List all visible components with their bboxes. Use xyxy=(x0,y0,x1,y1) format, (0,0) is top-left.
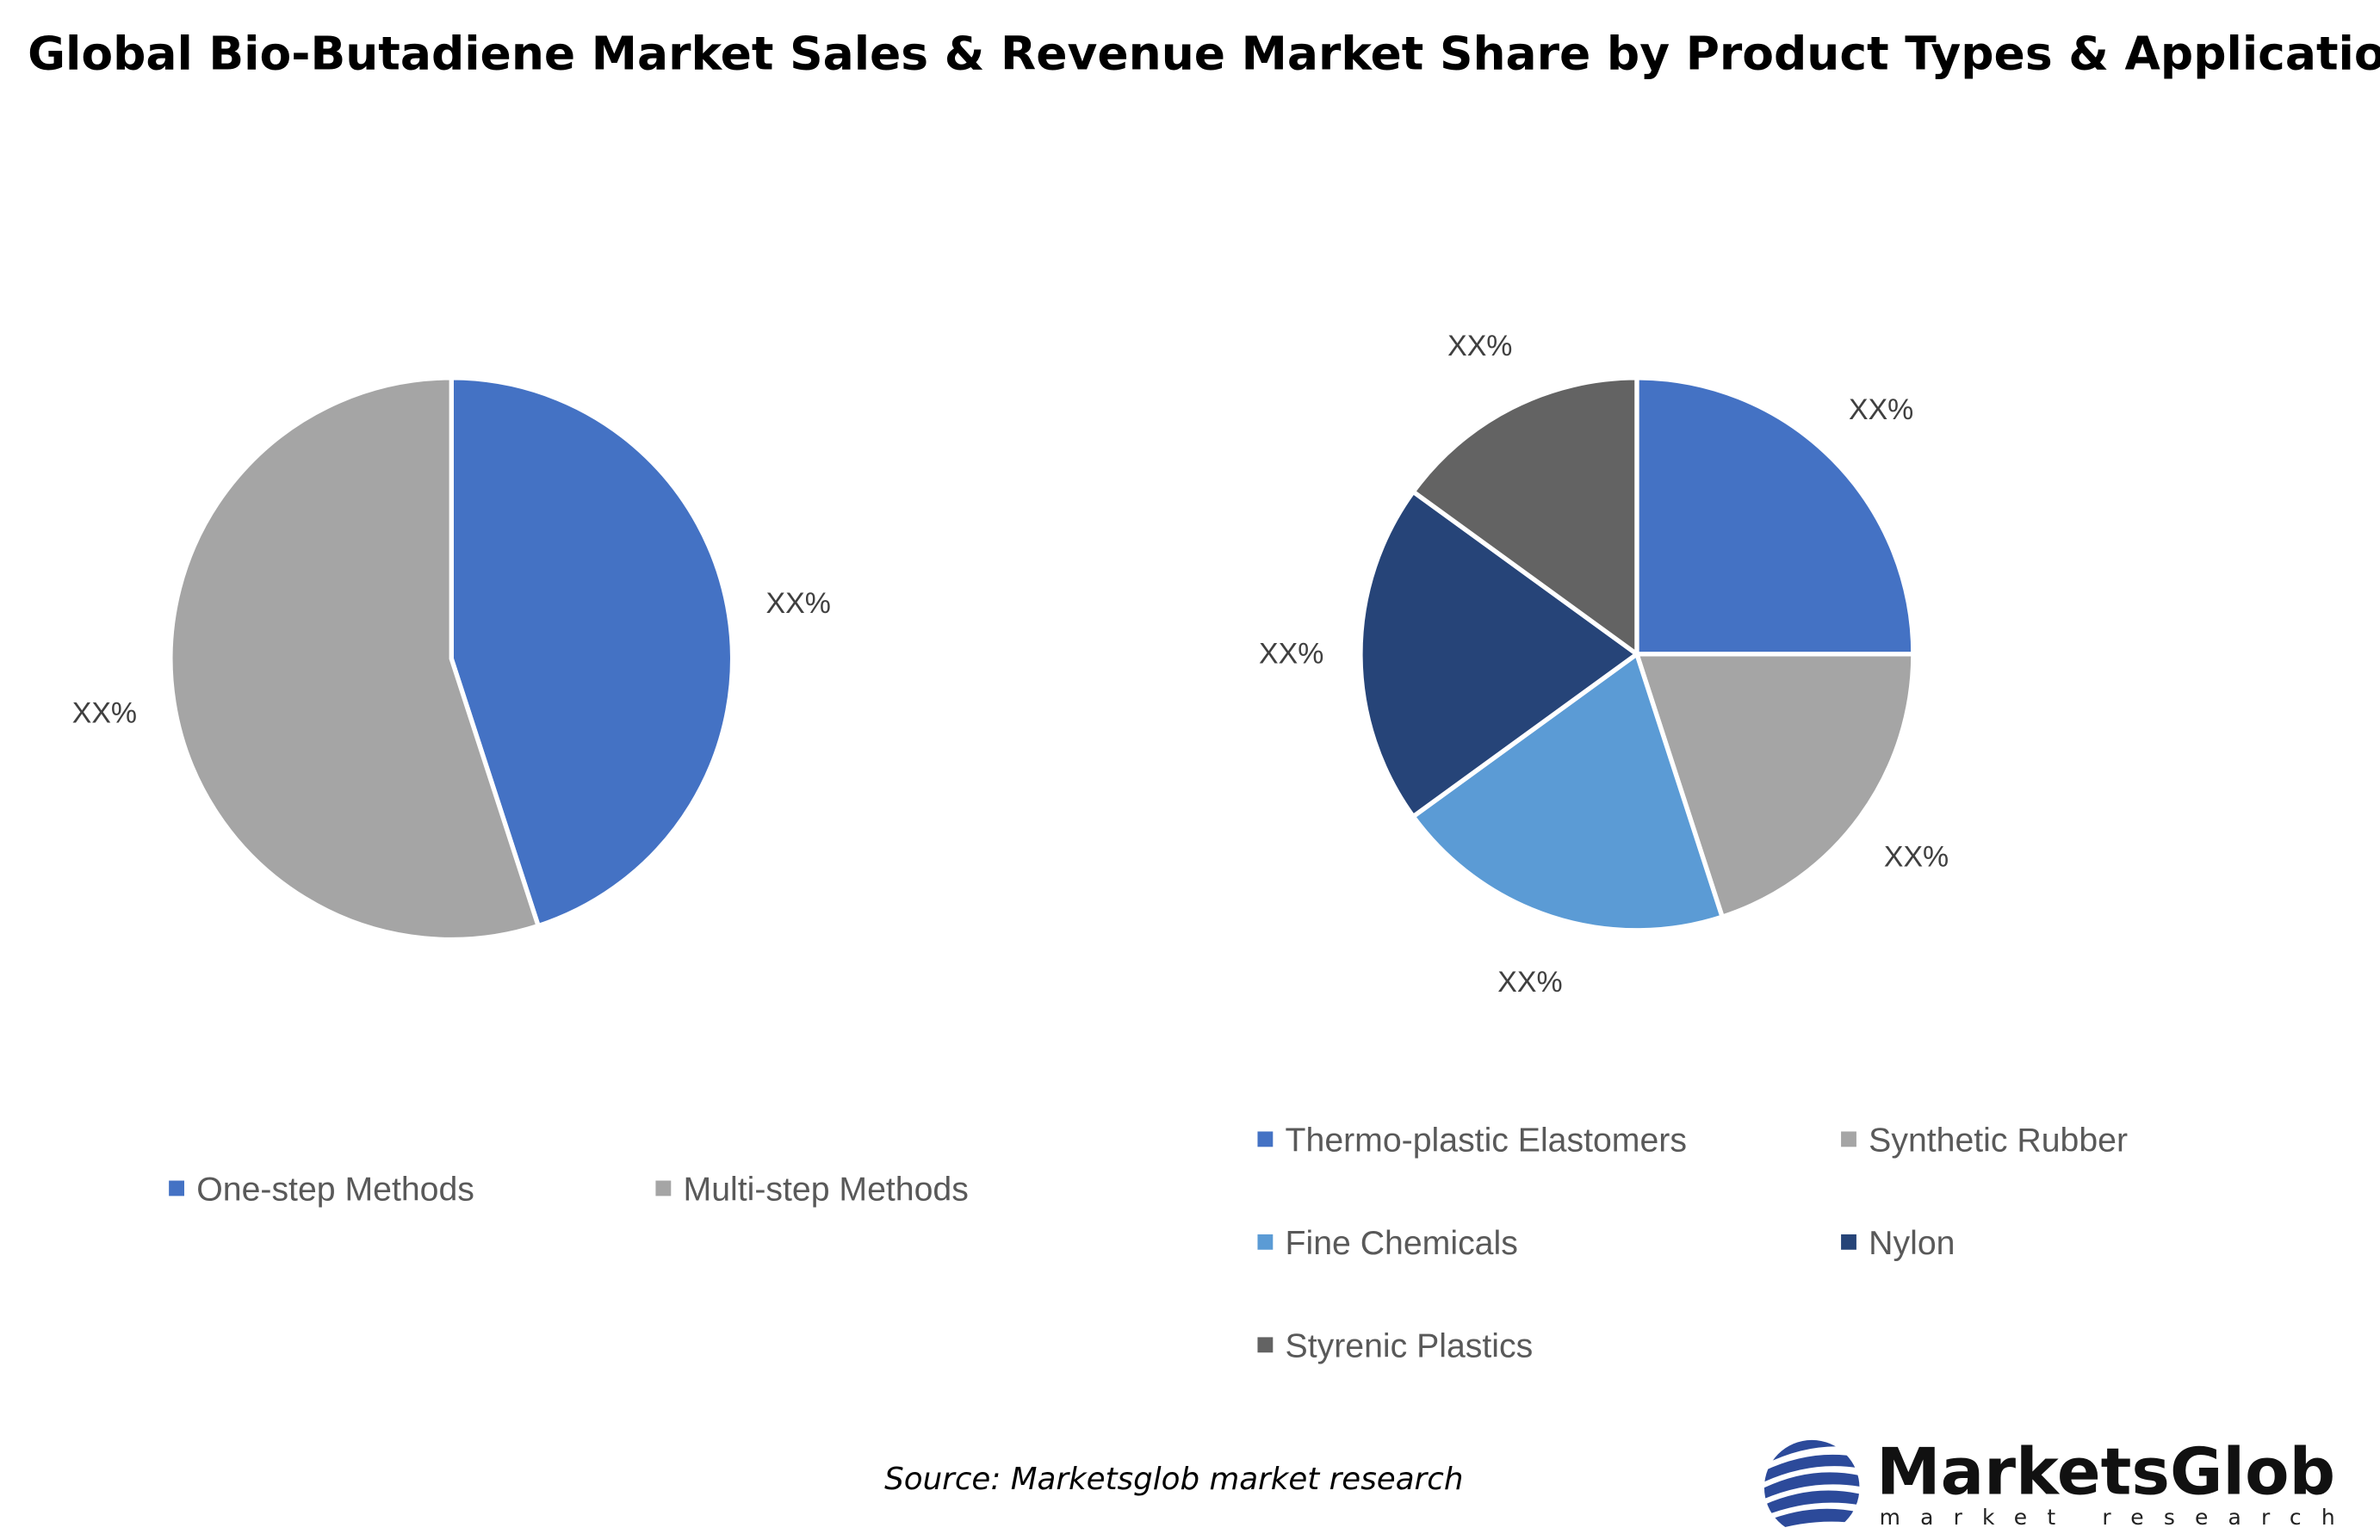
source-note: Source: Marketsglob market research xyxy=(884,1462,1463,1497)
legend-swatch xyxy=(169,1180,184,1197)
legend-label: Multi-step Methods xyxy=(684,1171,969,1209)
pie-slice-one-step-methods xyxy=(449,375,735,929)
pie-slice-styrenic-plastics xyxy=(1410,375,1639,659)
legend-item: Thermo-plastic Elastomers xyxy=(1257,1122,1687,1160)
legend-label: Fine Chemicals xyxy=(1286,1224,1518,1262)
legend-item: Nylon xyxy=(1841,1224,1955,1262)
legend-item: One-step Methods xyxy=(169,1171,474,1209)
legend-swatch xyxy=(1841,1234,1856,1250)
data-label: XX% xyxy=(72,697,137,730)
legend-label: One-step Methods xyxy=(196,1171,474,1209)
legend-application: Thermo-plastic Elastomers Synthetic Rubbe… xyxy=(1257,1122,2128,1365)
pie-slice-nylon xyxy=(1358,488,1641,820)
logo: MarketsGlob market research xyxy=(1763,1433,2355,1536)
chart-title: Global Bio-Butadiene Market Sales & Reve… xyxy=(28,26,2380,80)
pie-slice-synthetic-rubber xyxy=(1633,652,1916,920)
legend-label: Nylon xyxy=(1869,1224,1955,1262)
legend-label: Thermo-plastic Elastomers xyxy=(1286,1122,1687,1160)
legend-swatch xyxy=(1257,1234,1274,1250)
logo-tagline: market research xyxy=(1880,1505,2355,1530)
legend-item: Styrenic Plastics xyxy=(1257,1327,1533,1365)
data-label: XX% xyxy=(1447,330,1512,362)
logo-name: MarketsGlob xyxy=(1876,1433,2335,1509)
data-label: XX% xyxy=(1849,393,1913,426)
legend-label: Styrenic Plastics xyxy=(1286,1327,1534,1365)
legend-swatch xyxy=(1257,1337,1274,1353)
legend-product-types: One-step Methods Multi-step Methods xyxy=(169,1171,969,1209)
pie-slice-thermo-plastic-elastomers xyxy=(1634,375,1916,657)
pie-chart-product-types: XX% XX% xyxy=(72,375,831,943)
legend-swatch xyxy=(1257,1131,1274,1147)
legend-label: Synthetic Rubber xyxy=(1869,1122,2128,1160)
globe-stripes-icon xyxy=(1763,1439,1860,1536)
data-label: XX% xyxy=(1259,638,1323,671)
pie-slice-multi-step-methods xyxy=(168,375,542,943)
legend-item: Synthetic Rubber xyxy=(1841,1122,2128,1160)
pie-chart-application: XX% XX% XX% XX% XX% xyxy=(1259,330,1949,999)
legend-item: Multi-step Methods xyxy=(655,1171,969,1209)
data-label: XX% xyxy=(1497,966,1562,999)
legend-item: Fine Chemicals xyxy=(1257,1224,1518,1262)
data-label: XX% xyxy=(1884,840,1949,873)
data-label: XX% xyxy=(766,587,831,620)
legend-swatch xyxy=(655,1180,672,1197)
legend-swatch xyxy=(1841,1131,1856,1147)
pie-slice-fine-chemicals xyxy=(1410,650,1726,933)
